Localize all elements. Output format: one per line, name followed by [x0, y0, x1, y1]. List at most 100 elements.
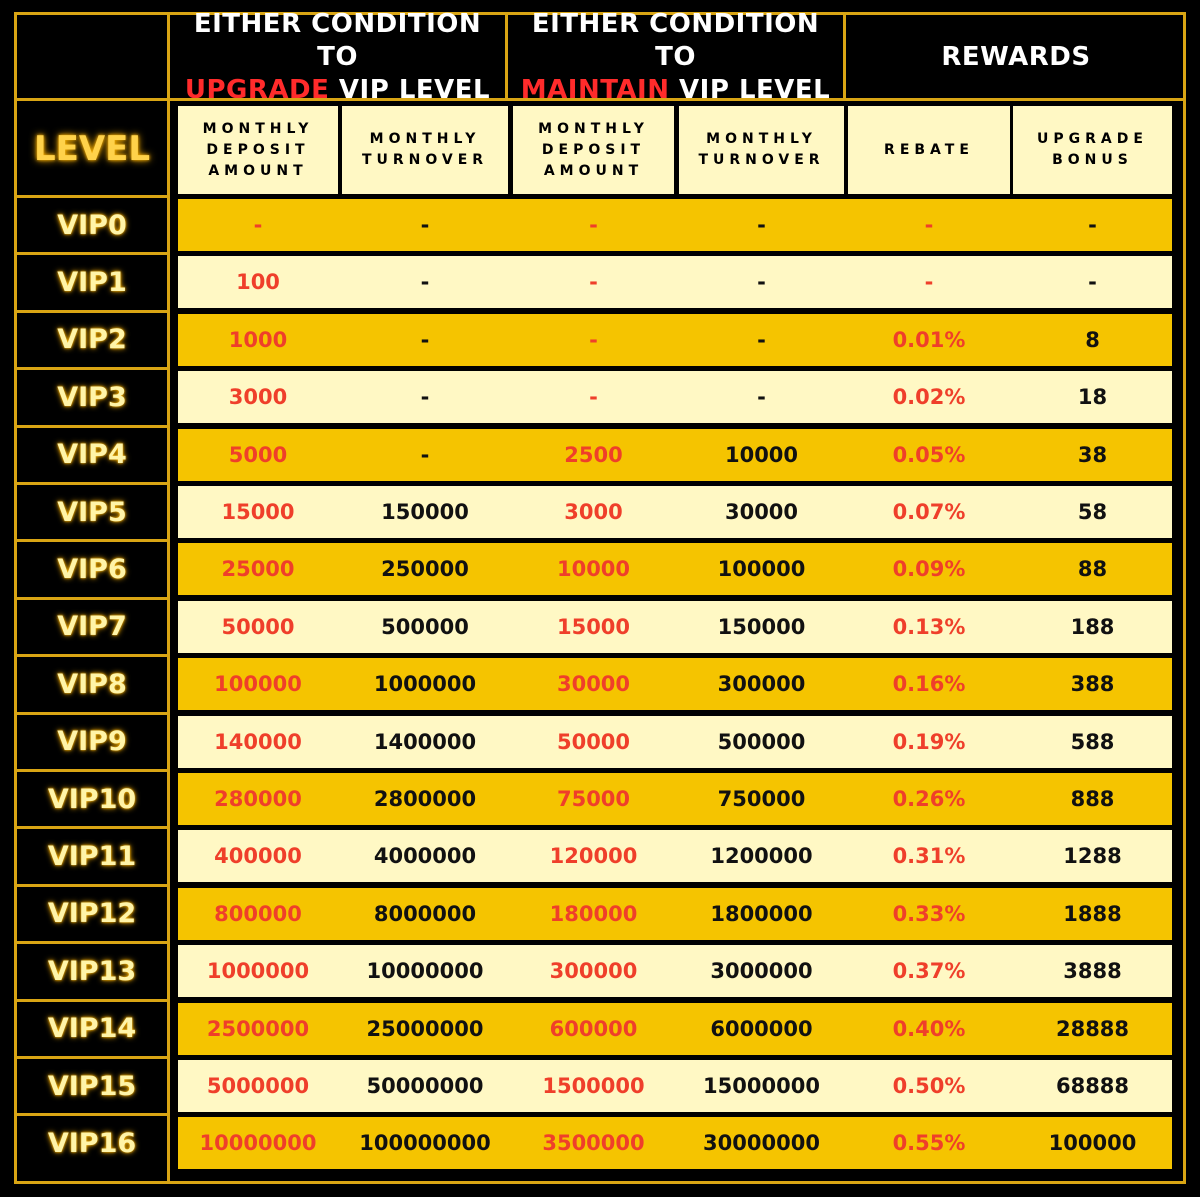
maintain-header-line2: MAINTAIN VIP LEVEL: [521, 74, 830, 107]
table-cell: 68888: [1055, 1074, 1130, 1098]
table-cell: 1000000: [206, 959, 310, 984]
table-cell: 0.09%: [892, 557, 966, 582]
table-cell: 1000000: [373, 672, 477, 697]
level-label: VIP12: [47, 898, 137, 930]
table-cell: 1400000: [373, 729, 477, 754]
table-cell: 100000: [717, 557, 806, 582]
table-row: [178, 600, 1172, 653]
table-cell: 58: [1077, 500, 1108, 524]
table-cell: 1888: [1063, 901, 1122, 926]
column-header: MONTHLY DEPOSIT AMOUNT: [178, 106, 338, 194]
row-divider: [14, 252, 168, 256]
table-cell: 388: [1070, 672, 1115, 697]
row-divider: [14, 596, 168, 600]
table-cell: -: [589, 213, 598, 237]
row-divider: [14, 195, 168, 198]
level-label: VIP8: [57, 668, 127, 700]
column-divider: [505, 14, 508, 100]
table-cell: 0.05%: [892, 442, 966, 467]
row-divider: [14, 769, 168, 772]
table-cell: 3888: [1063, 959, 1122, 984]
table-cell: 10000000: [366, 959, 484, 984]
table-cell: 3000: [228, 385, 288, 410]
column-divider: [843, 14, 846, 100]
table-cell: -: [589, 327, 598, 352]
table-cell: -: [420, 385, 430, 410]
table-cell: 400000: [214, 844, 302, 869]
row-divider: [14, 1056, 168, 1059]
table-row: [178, 543, 1172, 596]
table-cell: 3000000: [710, 959, 813, 984]
table-cell: 25000000: [366, 1016, 484, 1041]
table-cell: 0.26%: [892, 787, 966, 811]
level-label: VIP11: [47, 840, 137, 872]
table-cell: -: [757, 327, 766, 352]
table-cell: 2800000: [373, 787, 477, 811]
column-header: MONTHLY TURNOVER: [679, 106, 844, 194]
table-row: [178, 887, 1172, 940]
table-cell: -: [1088, 213, 1097, 237]
column-header: MONTHLY TURNOVER: [342, 106, 508, 194]
level-label: VIP15: [47, 1070, 137, 1102]
table-cell: 0.50%: [892, 1074, 966, 1098]
table-cell: -: [420, 213, 430, 237]
table-row: [178, 486, 1172, 538]
maintain-header: EITHER CONDITION TO MAINTAIN VIP LEVEL: [508, 9, 843, 105]
row-divider: [14, 941, 168, 945]
table-cell: 1288: [1063, 844, 1122, 869]
table-cell: 100000: [214, 672, 302, 697]
table-row: [178, 1117, 1172, 1170]
table-cell: 1800000: [710, 901, 813, 926]
table-cell: -: [757, 213, 766, 237]
table-cell: -: [420, 270, 430, 295]
table-cell: 8: [1085, 327, 1100, 352]
table-cell: 5000: [228, 442, 288, 467]
table-cell: 50000000: [366, 1074, 484, 1098]
table-row: [178, 945, 1172, 998]
row-divider: [14, 883, 168, 887]
table-cell: 250000: [381, 557, 469, 582]
column-header: UPGRADE BONUS: [1013, 106, 1172, 194]
table-cell: 500000: [381, 614, 469, 639]
table-cell: 50000: [221, 614, 295, 639]
row-divider: [14, 309, 168, 313]
table-cell: 1200000: [710, 844, 813, 869]
maintain-header-line1: EITHER CONDITION TO: [531, 8, 820, 72]
rewards-header: REWARDS: [941, 41, 1091, 72]
table-cell: 300000: [549, 959, 638, 984]
table-cell: 0.02%: [892, 385, 966, 410]
table-cell: -: [420, 327, 430, 352]
table-cell: -: [589, 270, 598, 295]
table-cell: 0.13%: [892, 614, 966, 639]
upgrade-header: EITHER CONDITION TO UPGRADE VIP LEVEL: [170, 9, 505, 105]
table-cell: 150000: [717, 614, 806, 639]
table-cell: 280000: [214, 787, 302, 811]
table-row: [178, 773, 1172, 825]
table-cell: 100000: [1048, 1131, 1137, 1156]
row-divider: [14, 424, 168, 428]
table-cell: 300000: [717, 672, 806, 697]
level-label: VIP16: [47, 1127, 137, 1159]
table-cell: 0.31%: [892, 844, 966, 869]
table-cell: 88: [1077, 557, 1108, 582]
table-cell: 180000: [549, 901, 638, 926]
table-cell: 0.07%: [892, 500, 966, 524]
row-divider: [14, 98, 1186, 101]
table-cell: 750000: [717, 787, 806, 811]
table-cell: 3500000: [542, 1131, 645, 1156]
table-cell: 100000000: [359, 1131, 491, 1156]
table-cell: 15000: [221, 500, 295, 524]
table-cell: 0.16%: [892, 672, 966, 697]
level-label: VIP14: [47, 1013, 137, 1045]
table-cell: 140000: [214, 729, 302, 754]
table-row: [178, 715, 1172, 768]
row-divider: [14, 539, 168, 543]
table-cell: 50000: [556, 729, 631, 754]
row-divider: [14, 1113, 168, 1117]
upgrade-header-line1: EITHER CONDITION TO: [193, 8, 482, 72]
table-cell: 100: [236, 270, 280, 295]
table-cell: -: [757, 385, 766, 410]
table-cell: 0.01%: [892, 327, 966, 352]
level-label: VIP13: [47, 955, 137, 987]
table-row: [178, 428, 1172, 481]
